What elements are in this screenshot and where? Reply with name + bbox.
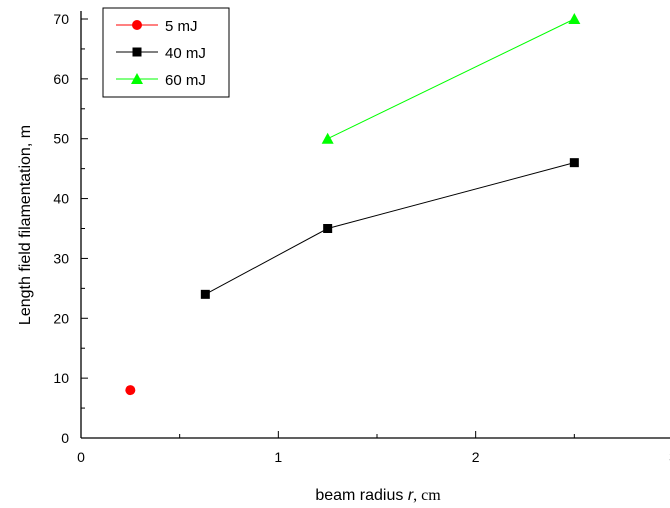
- series-layer: [125, 13, 581, 396]
- series-line: [205, 162, 575, 295]
- y-tick-label: 20: [53, 310, 69, 326]
- legend-marker: [131, 73, 143, 84]
- x-tick-label: 2: [472, 449, 480, 465]
- data-point: [323, 224, 333, 233]
- legend-label: 5 mJ: [165, 18, 198, 35]
- y-tick-label: 10: [53, 370, 69, 386]
- series-1: [125, 385, 136, 396]
- legend-item: 5 mJ: [116, 18, 198, 35]
- y-tick-label: 30: [53, 250, 69, 266]
- x-axis-label: beam radius r, cm: [315, 487, 441, 504]
- legend-marker: [132, 20, 142, 30]
- y-axis-label: Length field filamentation, m: [17, 125, 34, 325]
- legend: 5 mJ 40 mJ 60 mJ: [102, 7, 230, 98]
- x-axis-label-var: r: [408, 487, 414, 504]
- y-tick-label: 70: [53, 11, 69, 27]
- axes: 0123010203040506070: [53, 11, 670, 465]
- series-line: [327, 18, 575, 140]
- y-tick-label: 40: [53, 191, 69, 207]
- data-point: [321, 132, 334, 144]
- x-tick-label: 0: [77, 449, 85, 465]
- y-tick-label: 50: [53, 131, 69, 147]
- x-axis-label-prefix: beam radius: [315, 487, 408, 504]
- data-point: [569, 158, 579, 168]
- series-2: [200, 158, 579, 299]
- data-point: [568, 13, 581, 24]
- legend-item: 60 mJ: [116, 72, 206, 89]
- y-tick-label: 60: [53, 71, 69, 87]
- legend-label: 60 mJ: [165, 72, 206, 89]
- legend-marker: [132, 47, 142, 57]
- x-tick-label: 1: [274, 449, 282, 465]
- legend-item: 40 mJ: [116, 45, 206, 62]
- legend-label: 40 mJ: [165, 45, 206, 62]
- y-tick-label: 0: [61, 430, 69, 446]
- x-axis-label-suffix: , cm: [413, 487, 441, 504]
- series-3: [321, 13, 581, 144]
- data-point: [200, 289, 210, 299]
- data-point: [125, 385, 136, 396]
